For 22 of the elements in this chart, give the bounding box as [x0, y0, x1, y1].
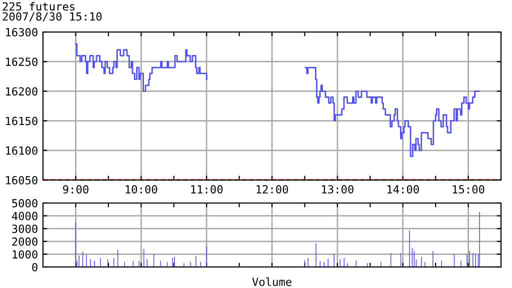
- chart-subtitle: 2007/8/30 15:10: [2, 12, 102, 22]
- y-tick-label: 1000: [12, 250, 38, 259]
- y-tick-label: 0: [32, 263, 38, 272]
- chart-title: 225 futures: [2, 2, 74, 11]
- x-tick-label: 12:00: [256, 185, 288, 194]
- x-tick-label: 11:00: [191, 185, 223, 194]
- x-axis-title: Volume: [252, 277, 292, 286]
- x-tick-label: 9:00: [63, 185, 88, 194]
- x-tick-label: 13:00: [322, 185, 354, 194]
- y-tick-label: 16050: [6, 176, 38, 184]
- y-tick-label: 16250: [6, 58, 38, 66]
- y-tick-label: 3000: [12, 224, 38, 234]
- y-tick-label: 4000: [12, 212, 38, 220]
- x-tick-label: 10:00: [126, 185, 158, 194]
- x-tick-label: 15:00: [452, 185, 484, 194]
- y-tick-label: 16100: [6, 146, 38, 155]
- y-tick-label: 5000: [12, 199, 38, 208]
- y-tick-label: 16300: [6, 28, 38, 36]
- y-tick-label: 2000: [12, 237, 38, 246]
- x-tick-label: 14:00: [387, 185, 419, 194]
- y-tick-label: 16150: [6, 116, 38, 126]
- y-tick-label: 16200: [6, 87, 38, 96]
